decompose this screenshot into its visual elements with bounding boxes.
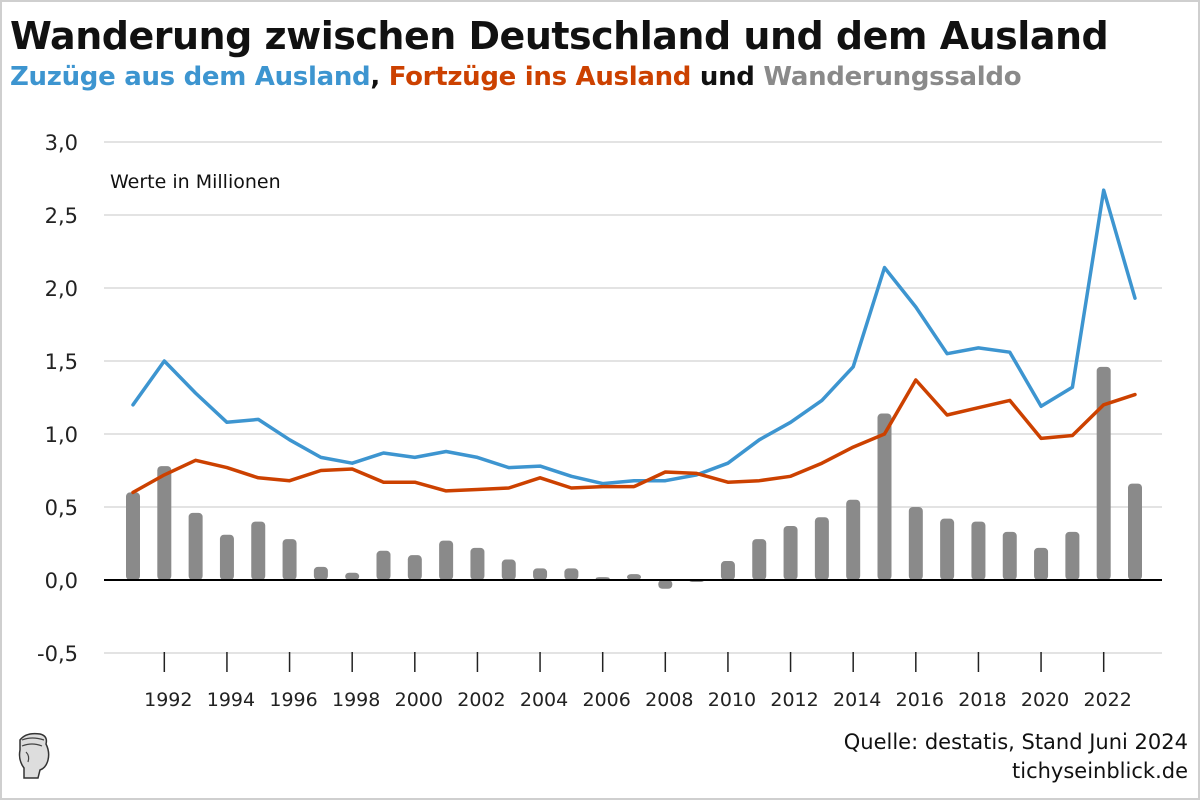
saldo-bar <box>627 574 641 580</box>
saldo-bar <box>407 555 422 580</box>
saldo-bar <box>1128 483 1142 580</box>
y-tick-label: 0,5 <box>45 496 78 520</box>
subtitle-zuzuege: Zuzüge aus dem Ausland <box>10 62 371 92</box>
saldo-bars <box>104 366 1162 589</box>
zuzuege-line <box>131 188 1137 486</box>
saldo-bar <box>1096 366 1111 580</box>
x-tick-label: 1998 <box>332 689 380 711</box>
x-tick-label: 2020 <box>1021 689 1069 711</box>
subtitle-fortzuege: Fortzüge ins Ausland <box>388 62 692 92</box>
saldo-bar <box>658 580 673 589</box>
source-line: Quelle: destatis, Stand Juni 2024 <box>843 730 1188 754</box>
saldo-bar <box>971 521 986 580</box>
saldo-bar <box>877 413 892 580</box>
saldo-bar <box>720 561 735 580</box>
saldo-bar <box>1002 531 1017 580</box>
saldo-bar <box>846 499 861 580</box>
website-line: tichyseinblick.de <box>1012 759 1188 783</box>
subtitle-separator: , <box>370 62 380 92</box>
saldo-bar <box>345 572 360 580</box>
y-tick-label: 0,0 <box>45 569 78 593</box>
x-tick-label: 2000 <box>395 689 443 711</box>
x-tick-label: 2022 <box>1084 689 1132 711</box>
tichy-logo-icon <box>18 732 50 779</box>
x-tick-label: 2004 <box>520 689 568 711</box>
saldo-bar <box>157 466 172 580</box>
saldo-bar <box>439 540 454 580</box>
x-tick-label: 1994 <box>207 689 255 711</box>
saldo-bar <box>814 517 829 580</box>
gridlines <box>104 141 1162 654</box>
saldo-bar <box>783 525 798 580</box>
series-lines <box>131 188 1137 495</box>
x-axis: 1992 1994 1996 1998 2000 2002 2004 2006 2008 2010… <box>144 652 1132 711</box>
y-axis: -0,5 0,0 0,5 1,0 1,5 2,0 2,5 3,0 <box>37 131 78 666</box>
y-tick-label: -0,5 <box>37 642 78 666</box>
saldo-bar <box>251 521 266 580</box>
saldo-bar <box>1034 547 1049 580</box>
saldo-bar <box>282 539 297 580</box>
saldo-bar <box>564 568 579 580</box>
chart-title: Wanderung zwischen Deutschland und dem A… <box>10 14 1109 58</box>
saldo-bar <box>908 507 923 580</box>
saldo-bar <box>501 559 516 580</box>
saldo-bar <box>219 534 234 580</box>
x-tick-label: 2008 <box>645 689 693 711</box>
source-note: Quelle: destatis, Stand Juni 2024 tichys… <box>844 728 1188 786</box>
x-tick-label: 2002 <box>457 689 505 711</box>
x-tick-label: 2018 <box>958 689 1006 711</box>
x-tick-label: 2010 <box>708 689 756 711</box>
x-tick-label: 2012 <box>770 689 818 711</box>
x-tick-label: 2006 <box>583 689 631 711</box>
saldo-bar <box>313 566 328 580</box>
saldo-bar <box>376 550 391 580</box>
y-tick-label: 1,0 <box>45 423 78 447</box>
x-tick-label: 1996 <box>269 689 317 711</box>
x-tick-label: 2014 <box>833 689 881 711</box>
fortzuege-line <box>131 378 1137 495</box>
y-tick-label: 2,0 <box>45 277 78 301</box>
saldo-bar <box>752 539 767 580</box>
y-tick-label: 2,5 <box>45 204 78 228</box>
saldo-bar <box>940 518 955 580</box>
units-annotation: Werte in Millionen <box>110 171 281 193</box>
saldo-bar <box>533 568 548 580</box>
chart-subtitle: Zuzüge aus dem Ausland, Fortzüge ins Aus… <box>10 62 1022 92</box>
saldo-bar <box>126 492 140 580</box>
subtitle-und: und <box>699 62 755 92</box>
subtitle-saldo: Wanderungssaldo <box>763 62 1022 92</box>
saldo-bar <box>1065 531 1080 580</box>
x-tick-label: 1992 <box>144 689 192 711</box>
y-tick-label: 1,5 <box>45 350 78 374</box>
saldo-bar <box>188 512 203 580</box>
x-tick-label: 2016 <box>896 689 944 711</box>
y-tick-label: 3,0 <box>45 131 78 155</box>
saldo-bar <box>470 547 485 580</box>
